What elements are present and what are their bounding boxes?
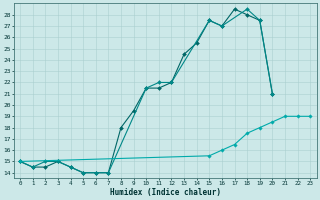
X-axis label: Humidex (Indice chaleur): Humidex (Indice chaleur) — [110, 188, 220, 197]
